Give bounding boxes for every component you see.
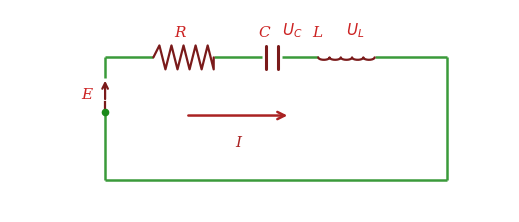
Text: C: C (258, 26, 270, 40)
Text: $U_L$: $U_L$ (347, 22, 365, 40)
Text: L: L (312, 26, 322, 40)
Text: E: E (81, 88, 92, 102)
Text: $U_C$: $U_C$ (282, 22, 303, 40)
Text: R: R (174, 26, 185, 40)
Text: I: I (235, 136, 241, 150)
